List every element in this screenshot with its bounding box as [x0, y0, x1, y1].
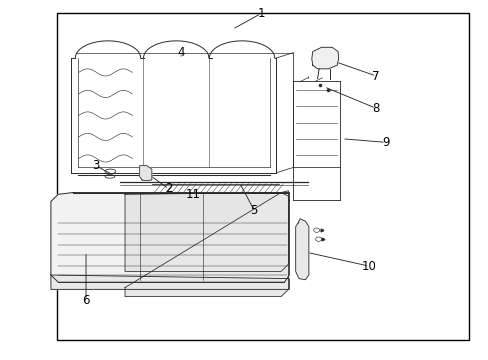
- Polygon shape: [51, 193, 289, 282]
- Text: 2: 2: [165, 183, 172, 195]
- Polygon shape: [125, 191, 288, 271]
- Text: 4: 4: [177, 46, 184, 59]
- Text: 6: 6: [82, 294, 90, 307]
- Bar: [57, 13, 468, 339]
- Polygon shape: [140, 166, 152, 181]
- Polygon shape: [125, 193, 288, 297]
- Text: 1: 1: [257, 7, 265, 20]
- Polygon shape: [295, 219, 308, 280]
- Text: 8: 8: [372, 102, 379, 115]
- Polygon shape: [311, 47, 338, 69]
- Text: 5: 5: [250, 204, 257, 217]
- Polygon shape: [51, 275, 289, 289]
- Text: 10: 10: [361, 260, 375, 273]
- Text: 9: 9: [382, 136, 389, 149]
- Text: 3: 3: [92, 159, 99, 172]
- Text: 7: 7: [372, 69, 379, 82]
- Text: 11: 11: [185, 188, 201, 201]
